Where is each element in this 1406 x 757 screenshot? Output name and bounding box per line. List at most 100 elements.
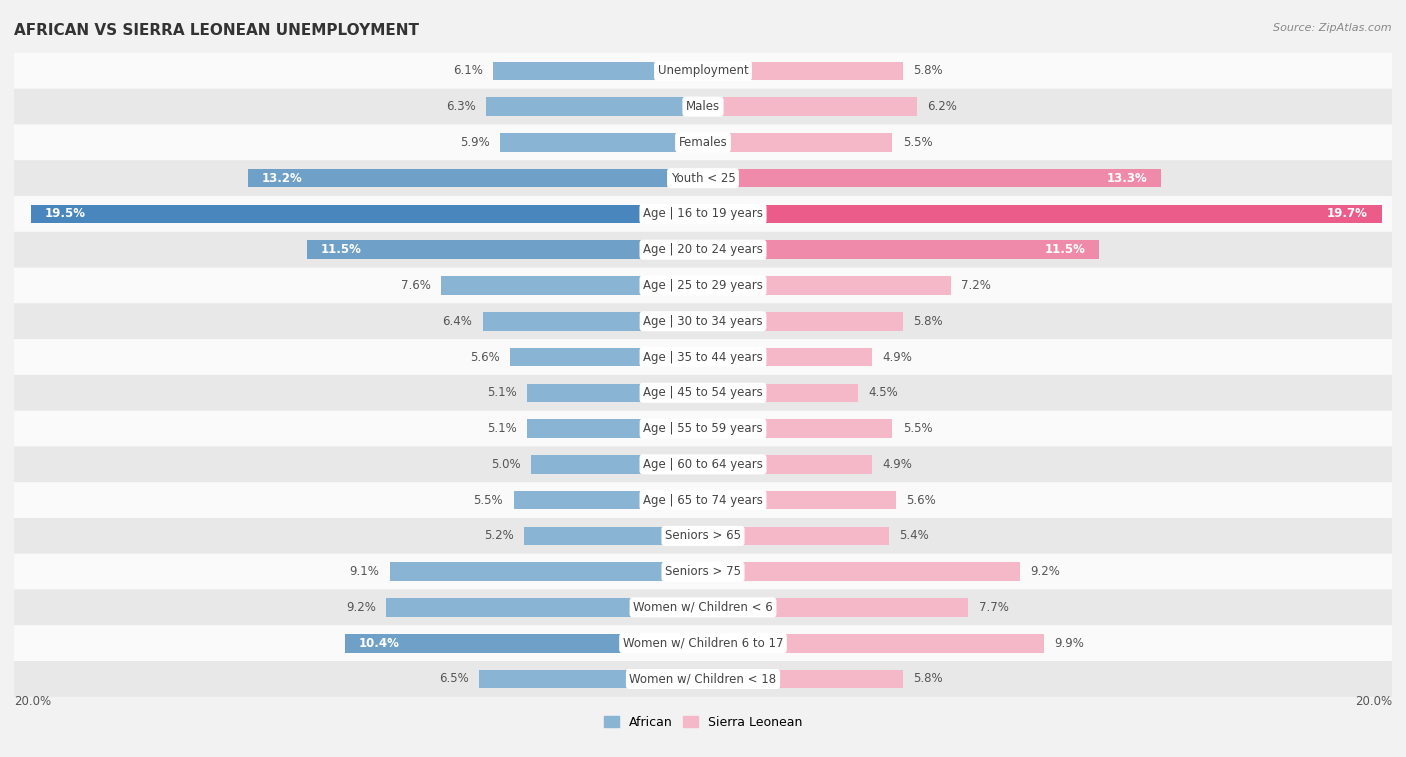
Text: Age | 45 to 54 years: Age | 45 to 54 years: [643, 386, 763, 399]
FancyBboxPatch shape: [14, 232, 1392, 268]
Text: 5.0%: 5.0%: [491, 458, 520, 471]
Text: 7.7%: 7.7%: [979, 601, 1008, 614]
Bar: [703, 169, 1161, 188]
FancyBboxPatch shape: [14, 125, 1392, 160]
Text: Women w/ Children < 6: Women w/ Children < 6: [633, 601, 773, 614]
Legend: African, Sierra Leonean: African, Sierra Leonean: [599, 711, 807, 734]
Bar: [513, 491, 703, 509]
Text: 10.4%: 10.4%: [359, 637, 399, 650]
Text: Seniors > 65: Seniors > 65: [665, 529, 741, 542]
Text: Age | 20 to 24 years: Age | 20 to 24 years: [643, 243, 763, 256]
Text: 5.8%: 5.8%: [912, 64, 943, 77]
Text: 9.2%: 9.2%: [346, 601, 375, 614]
Bar: [703, 491, 896, 509]
Text: 5.5%: 5.5%: [903, 136, 932, 149]
Text: Age | 35 to 44 years: Age | 35 to 44 years: [643, 350, 763, 363]
Text: 4.9%: 4.9%: [882, 458, 912, 471]
Text: AFRICAN VS SIERRA LEONEAN UNEMPLOYMENT: AFRICAN VS SIERRA LEONEAN UNEMPLOYMENT: [14, 23, 419, 38]
Text: Seniors > 75: Seniors > 75: [665, 565, 741, 578]
Text: 20.0%: 20.0%: [1355, 695, 1392, 708]
Bar: [703, 670, 903, 688]
FancyBboxPatch shape: [14, 160, 1392, 196]
Bar: [249, 169, 703, 188]
Text: 5.6%: 5.6%: [470, 350, 499, 363]
Text: Age | 55 to 59 years: Age | 55 to 59 years: [643, 422, 763, 435]
Bar: [703, 276, 950, 294]
FancyBboxPatch shape: [14, 268, 1392, 304]
Bar: [703, 347, 872, 366]
Bar: [510, 347, 703, 366]
Bar: [524, 527, 703, 545]
FancyBboxPatch shape: [14, 196, 1392, 232]
Text: Unemployment: Unemployment: [658, 64, 748, 77]
Bar: [494, 61, 703, 80]
Text: Females: Females: [679, 136, 727, 149]
Text: 7.6%: 7.6%: [401, 279, 430, 292]
Bar: [703, 419, 893, 438]
FancyBboxPatch shape: [14, 661, 1392, 697]
Text: 5.5%: 5.5%: [903, 422, 932, 435]
Text: 6.4%: 6.4%: [443, 315, 472, 328]
Bar: [703, 133, 893, 151]
Text: Women w/ Children < 18: Women w/ Children < 18: [630, 672, 776, 686]
Bar: [531, 455, 703, 474]
Text: Age | 16 to 19 years: Age | 16 to 19 years: [643, 207, 763, 220]
Text: 5.4%: 5.4%: [900, 529, 929, 542]
FancyBboxPatch shape: [14, 304, 1392, 339]
FancyBboxPatch shape: [14, 447, 1392, 482]
Bar: [344, 634, 703, 653]
Text: 5.6%: 5.6%: [907, 494, 936, 506]
Bar: [703, 562, 1019, 581]
FancyBboxPatch shape: [14, 518, 1392, 554]
Text: 4.5%: 4.5%: [869, 386, 898, 399]
Bar: [703, 455, 872, 474]
Text: 9.9%: 9.9%: [1054, 637, 1084, 650]
Bar: [486, 98, 703, 116]
FancyBboxPatch shape: [14, 482, 1392, 518]
Text: 5.2%: 5.2%: [484, 529, 513, 542]
Bar: [441, 276, 703, 294]
Text: Age | 25 to 29 years: Age | 25 to 29 years: [643, 279, 763, 292]
Text: Youth < 25: Youth < 25: [671, 172, 735, 185]
Text: 6.3%: 6.3%: [446, 100, 475, 113]
Text: Age | 30 to 34 years: Age | 30 to 34 years: [643, 315, 763, 328]
Text: 5.9%: 5.9%: [460, 136, 489, 149]
FancyBboxPatch shape: [14, 375, 1392, 411]
Text: 5.8%: 5.8%: [912, 672, 943, 686]
FancyBboxPatch shape: [14, 625, 1392, 661]
FancyBboxPatch shape: [14, 53, 1392, 89]
Text: 5.5%: 5.5%: [474, 494, 503, 506]
FancyBboxPatch shape: [14, 554, 1392, 590]
Text: 6.1%: 6.1%: [453, 64, 482, 77]
Bar: [482, 312, 703, 331]
Text: 4.9%: 4.9%: [882, 350, 912, 363]
Text: Women w/ Children 6 to 17: Women w/ Children 6 to 17: [623, 637, 783, 650]
Bar: [387, 598, 703, 617]
FancyBboxPatch shape: [14, 339, 1392, 375]
Bar: [703, 312, 903, 331]
Bar: [307, 241, 703, 259]
Bar: [703, 527, 889, 545]
FancyBboxPatch shape: [14, 89, 1392, 125]
Bar: [703, 61, 903, 80]
Bar: [703, 98, 917, 116]
Text: 6.2%: 6.2%: [927, 100, 956, 113]
Text: 13.3%: 13.3%: [1107, 172, 1147, 185]
Text: 11.5%: 11.5%: [321, 243, 361, 256]
Bar: [31, 204, 703, 223]
Text: Males: Males: [686, 100, 720, 113]
Bar: [703, 384, 858, 402]
Bar: [499, 133, 703, 151]
Text: Source: ZipAtlas.com: Source: ZipAtlas.com: [1274, 23, 1392, 33]
Text: 9.2%: 9.2%: [1031, 565, 1060, 578]
Bar: [703, 241, 1099, 259]
Text: 19.7%: 19.7%: [1327, 207, 1368, 220]
Bar: [527, 384, 703, 402]
Bar: [703, 204, 1382, 223]
Bar: [703, 598, 969, 617]
Text: 19.5%: 19.5%: [45, 207, 86, 220]
Text: Age | 65 to 74 years: Age | 65 to 74 years: [643, 494, 763, 506]
Text: 11.5%: 11.5%: [1045, 243, 1085, 256]
Bar: [389, 562, 703, 581]
Text: 5.8%: 5.8%: [912, 315, 943, 328]
